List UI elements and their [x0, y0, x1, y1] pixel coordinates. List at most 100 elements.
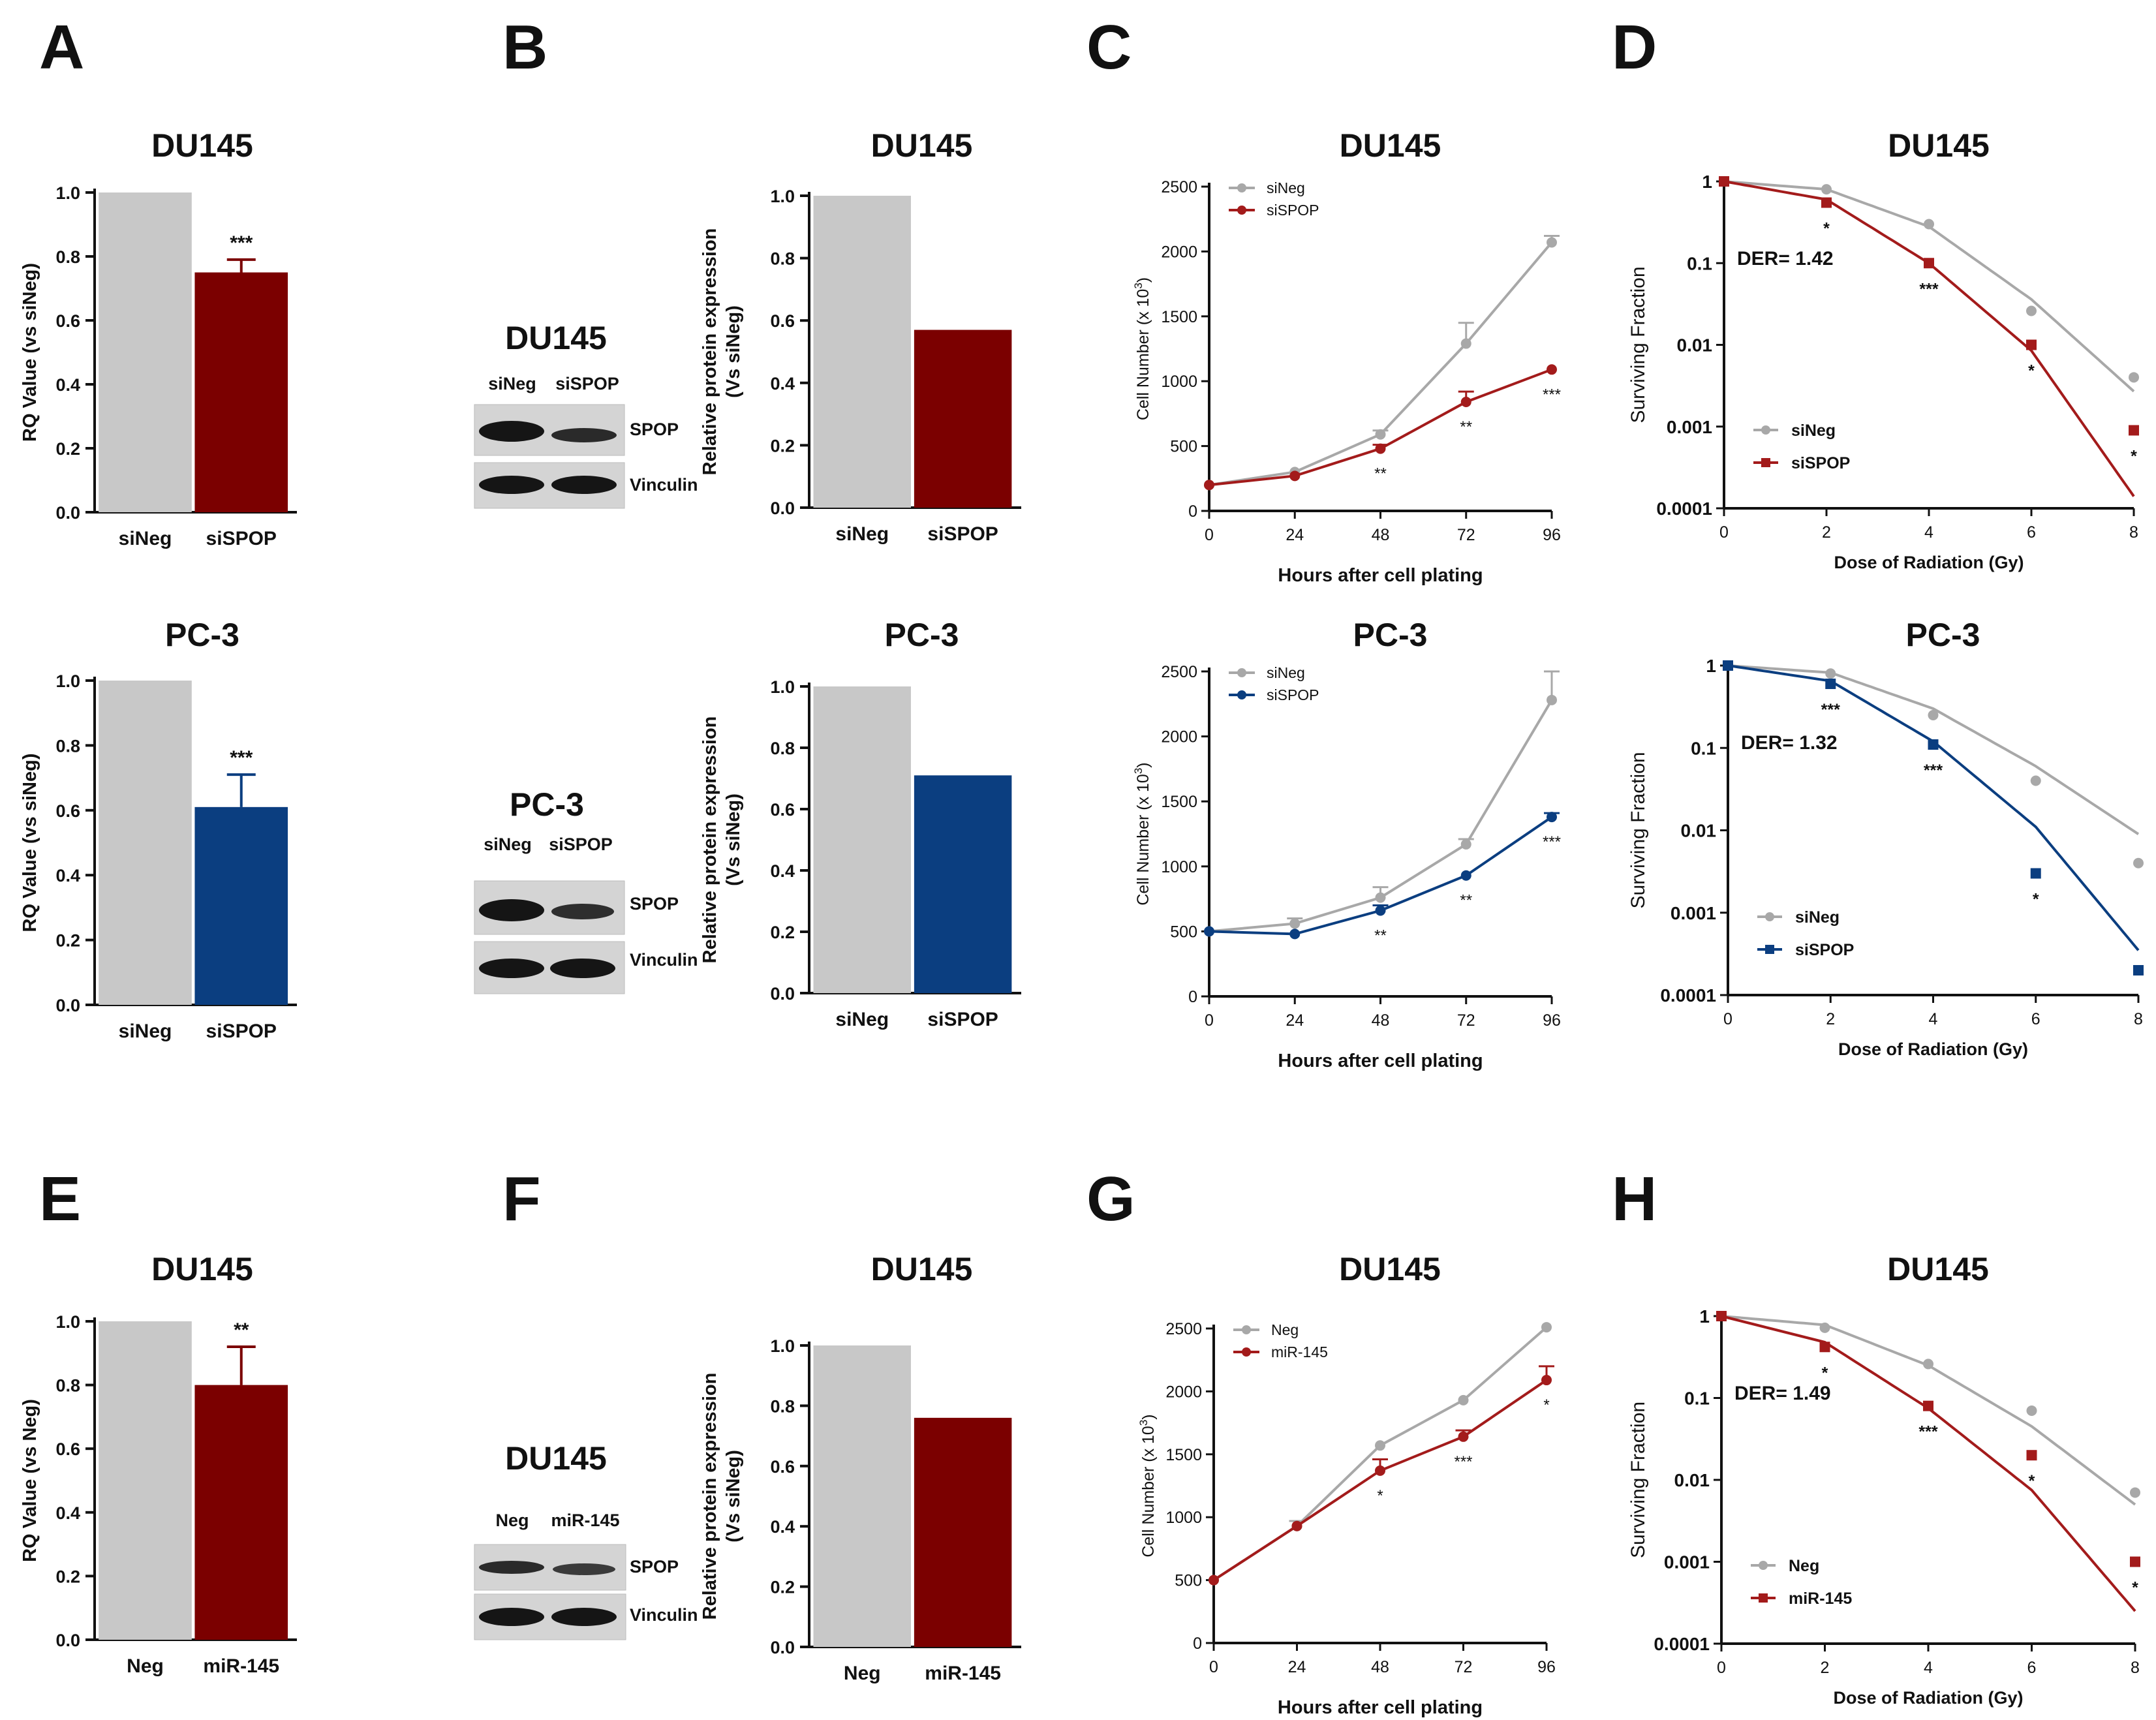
chart-F: DU145 0.0 0.2 0.4 0.6 0.8 1.0 Relative protein … — [700, 1251, 1021, 1684]
y-axis-label: Surviving Fraction — [1627, 1402, 1649, 1558]
legend-label: siSPOP — [1267, 686, 1319, 703]
x-tick-label: 72 — [1457, 1011, 1475, 1030]
y-tick-label: 0.4 — [55, 866, 80, 885]
x-tick-label: 48 — [1372, 1011, 1390, 1030]
panel-label-d: D — [1612, 12, 1657, 82]
y-tick-label: 0.6 — [770, 1457, 795, 1477]
legend-label: siNeg — [1795, 908, 1840, 927]
blot-band — [551, 476, 617, 494]
x-axis-label: Hours after cell plating — [1278, 1697, 1483, 1718]
y-tick-label: 0.001 — [1671, 903, 1716, 923]
chart-B1: DU145 0.0 0.2 0.4 0.6 0.8 1.0 Relative protein … — [700, 127, 1021, 545]
bar-neg — [99, 1321, 192, 1640]
y-tick-label: 0.6 — [55, 1439, 80, 1459]
x-tick-label: siSPOP — [927, 1009, 998, 1030]
x-axis-label: Dose of Radiation (Gy) — [1833, 1688, 2023, 1708]
x-tick-label: 96 — [1537, 1658, 1556, 1676]
chart-title: DU145 — [151, 1251, 253, 1287]
significance-marker: ** — [1374, 465, 1387, 483]
blot-band-label: Vinculin — [630, 950, 698, 970]
y-tick-label: 0.4 — [55, 375, 80, 395]
significance-marker: *** — [230, 232, 253, 254]
x-tick-label: 4 — [1924, 1659, 1933, 1677]
significance-marker: * — [2033, 891, 2039, 909]
blot-band — [551, 428, 617, 442]
x-tick-label: 24 — [1288, 1658, 1306, 1676]
legend-marker — [1765, 912, 1774, 921]
chart-C1: DU145 0 500 1000 1500 2000 2500 0 24 48 72 96 Hours … — [1132, 127, 1561, 586]
significance-marker: *** — [1924, 761, 1943, 780]
y-tick-label: 500 — [1170, 923, 1197, 941]
y-tick-label: 0.6 — [55, 311, 80, 331]
data-point — [2026, 1405, 2037, 1416]
y-axis-label-main: Cell Number (x 10 — [1139, 1426, 1158, 1557]
significance-marker: * — [2131, 447, 2137, 465]
bar-sineg — [813, 196, 911, 508]
y-tick-label: 0.6 — [770, 311, 795, 331]
chart-title: PC-3 — [165, 617, 239, 653]
blot-band — [550, 959, 615, 978]
x-tick-label: 24 — [1286, 526, 1304, 544]
y-tick-label: 1 — [1699, 1306, 1710, 1327]
y-tick-label: 0.2 — [770, 923, 795, 942]
x-tick-label: 8 — [2134, 1010, 2143, 1028]
y-axis-label-line: (Vs siNeg) — [723, 305, 744, 398]
y-tick-label: 0.2 — [55, 1567, 80, 1586]
y-tick-label: 0.0001 — [1654, 1634, 1710, 1654]
data-point — [1541, 1375, 1552, 1386]
data-point — [1547, 812, 1557, 823]
x-tick-label: 96 — [1543, 1011, 1561, 1030]
y-tick-label: 0.01 — [1681, 821, 1717, 841]
data-point — [1375, 443, 1386, 454]
y-tick-label: 0.001 — [1667, 417, 1712, 437]
x-tick-label: 6 — [2027, 523, 2036, 542]
chart-A2: PC-3 0.0 0.2 0.4 0.6 0.8 1.0 RQ Value (vs siNeg… — [20, 617, 297, 1042]
panel-label-g: G — [1086, 1164, 1135, 1234]
y-tick-label: 2500 — [1165, 1320, 1202, 1338]
western-blot-du145: DU145 siNeg siSPOP SPOP Vinculin — [474, 320, 698, 509]
blot-lane-label: siSPOP — [555, 374, 619, 393]
y-tick-label: 1000 — [1161, 373, 1197, 391]
y-tick-label: 0.2 — [55, 931, 80, 951]
significance-marker: *** — [1543, 833, 1561, 851]
chart-D1: DU145 1 0.1 0.01 0.001 0.0001 0 2 4 6 8 Dose of Rad… — [1627, 127, 2139, 572]
blot-band — [479, 959, 544, 978]
y-tick-label: 0.1 — [1691, 738, 1716, 758]
data-point — [1375, 892, 1386, 903]
y-tick-label: 1.0 — [770, 1336, 795, 1356]
legend-marker — [1761, 425, 1770, 435]
y-tick-label: 0 — [1188, 502, 1197, 521]
y-tick-label: 2000 — [1165, 1383, 1202, 1401]
bar-mir-145 — [194, 1385, 288, 1640]
der-annotation: DER= 1.42 — [1737, 248, 1834, 269]
significance-marker: * — [2029, 1472, 2035, 1490]
legend-label: siSPOP — [1791, 454, 1850, 472]
x-tick-label: Neg — [127, 1655, 164, 1677]
x-tick-label: 8 — [2131, 1659, 2140, 1677]
significance-marker: * — [2132, 1579, 2138, 1597]
data-point — [1458, 1394, 1469, 1405]
x-tick-label: 0 — [1205, 526, 1214, 544]
western-blot-mir145: DU145 Neg miR-145 SPOP Vinculin — [474, 1440, 698, 1640]
y-tick-label: 0.4 — [770, 374, 795, 393]
bar-sispop — [914, 330, 1012, 508]
blot-band-label: SPOP — [630, 894, 679, 914]
blot-title: DU145 — [505, 320, 607, 356]
series-line-mir-145 — [1212, 1379, 1548, 1582]
blot-lane-label: siSPOP — [549, 835, 613, 854]
charts-layer: DU145 0.0 0.2 0.4 0.6 0.8 1.0 RQ Value (vs siNe… — [20, 127, 2144, 1718]
y-tick-label: 2500 — [1161, 663, 1197, 681]
data-point — [2133, 964, 2144, 975]
y-axis-label-end: ) — [1134, 277, 1152, 283]
significance-marker: *** — [1918, 1423, 1937, 1441]
x-tick-label: siNeg — [119, 528, 172, 549]
chart-title: PC-3 — [1353, 617, 1428, 653]
x-tick-label: 0 — [1719, 523, 1729, 542]
x-tick-label: 4 — [1924, 523, 1933, 542]
data-point — [1819, 1322, 1830, 1333]
y-tick-label: 1000 — [1165, 1509, 1202, 1527]
western-blot-pc3: PC-3 siNeg siSPOP SPOP Vinculin — [474, 786, 698, 994]
blot-band-label: Vinculin — [630, 1605, 698, 1625]
x-tick-label: siNeg — [835, 1009, 889, 1030]
